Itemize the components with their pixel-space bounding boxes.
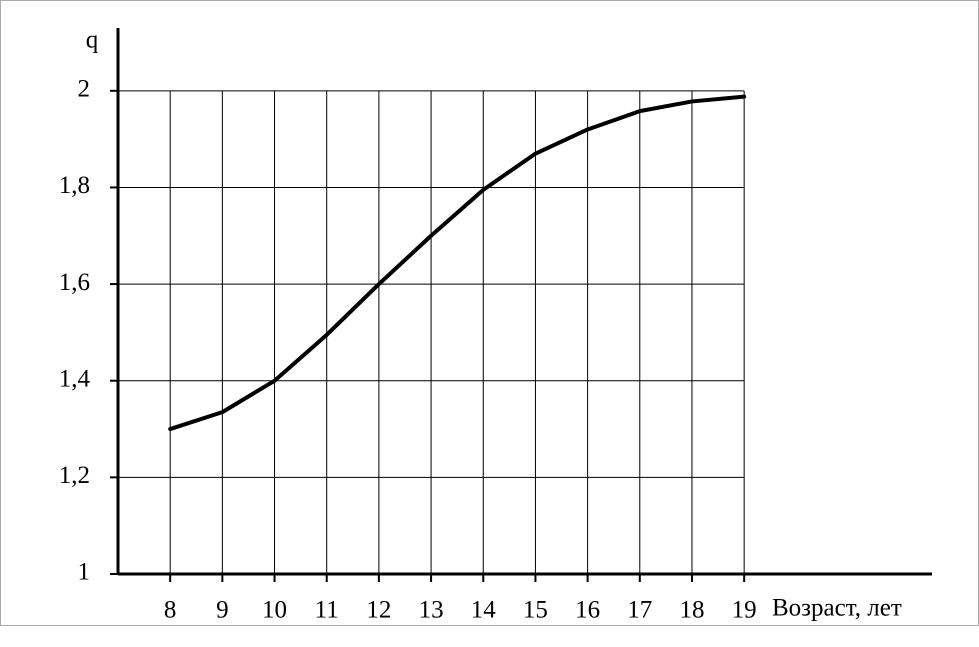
y-tick-label: 1 [78,559,91,586]
y-tick-label: 1,8 [59,172,90,199]
x-tick-label: 16 [575,597,600,624]
x-tick-label: 14 [471,597,497,624]
y-tick-label: 1,2 [59,462,90,489]
data-line [168,94,747,432]
frame [0,0,979,626]
y-tick-label: 1,6 [59,269,90,296]
x-tick-label: 17 [627,597,652,624]
y-tick-label: 2 [78,76,91,103]
x-tick-label: 19 [732,597,757,624]
x-tick-label: 11 [315,597,339,624]
x-tick-label: 15 [523,597,548,624]
x-tick-label: 8 [164,597,177,624]
x-tick-label: 12 [366,597,391,624]
y-axis-label: q [86,27,99,54]
x-tick-label: 13 [419,597,444,624]
x-tick-label: 9 [216,597,229,624]
x-axis-label: Возраст, лет [772,595,902,622]
x-tick-label: 10 [262,597,287,624]
y-tick-label: 1,4 [59,365,91,392]
x-tick-label: 18 [679,597,704,624]
